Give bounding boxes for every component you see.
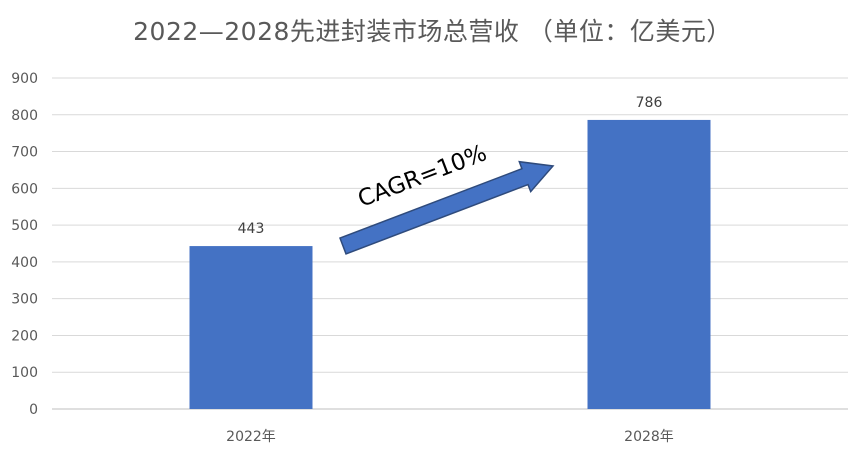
cagr-arrow: [339, 160, 555, 255]
data-label: 443: [238, 221, 265, 237]
data-label: 786: [636, 95, 663, 111]
y-tick-label: 200: [11, 328, 38, 344]
y-tick-label: 0: [29, 402, 38, 418]
y-tick-label: 700: [11, 145, 38, 161]
x-tick-label: 2028年: [624, 429, 674, 445]
bar: [189, 246, 313, 409]
y-tick-label: 800: [11, 108, 38, 124]
y-tick-label: 100: [11, 365, 38, 381]
x-tick-label: 2022年: [226, 429, 276, 445]
y-tick-label: 600: [11, 181, 38, 197]
y-tick-label: 900: [11, 71, 38, 87]
chart-title: 2022—2028先进封装市场总营收 （单位：亿美元）: [133, 17, 732, 46]
y-tick-label: 300: [11, 292, 38, 308]
y-tick-label: 500: [11, 218, 38, 234]
y-tick-label: 400: [11, 255, 38, 271]
bar: [587, 119, 711, 409]
